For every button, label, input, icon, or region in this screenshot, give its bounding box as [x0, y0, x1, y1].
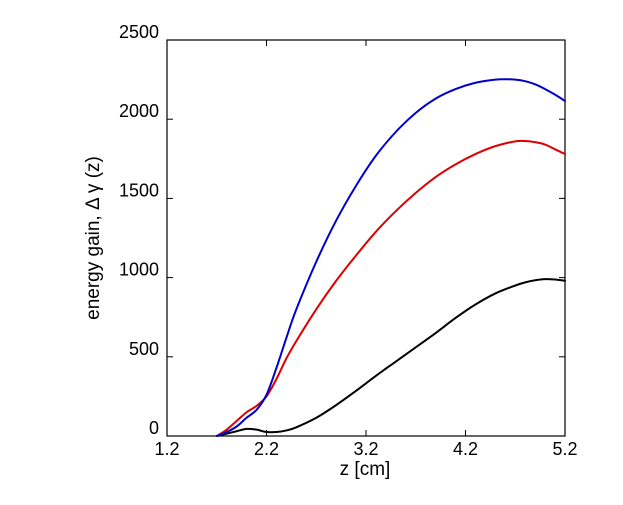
- series-line-1: [215, 278, 566, 437]
- series-line-2: [215, 139, 566, 437]
- y-tick-label: 0: [149, 418, 159, 438]
- x-tick-label: 4.2: [453, 439, 478, 459]
- x-tick-label: 3.2: [353, 439, 378, 459]
- x-axis-label: z [cm]: [340, 459, 391, 480]
- y-tick-label: 1000: [119, 260, 159, 280]
- y-tick-label: 2000: [119, 101, 159, 121]
- y-tick-label: 500: [129, 339, 159, 359]
- plot-frame: [166, 39, 566, 437]
- labels-group: z [cm] energy gain, Δ γ (z): [83, 156, 390, 480]
- ticks-group: 1.2 2.2 3.2 4.2 5.2 0 500 1000 1500 2000 2500: [119, 22, 578, 459]
- y-tick-label: 1500: [119, 180, 159, 200]
- x-tick-label: 2.2: [254, 439, 279, 459]
- x-tick-label: 5.2: [552, 439, 577, 459]
- series-group: [215, 78, 566, 437]
- x-tick-label: 1.2: [154, 439, 179, 459]
- y-tick-label: 2500: [119, 22, 159, 42]
- series-line-3: [215, 78, 566, 437]
- plot-frame-group: [166, 39, 566, 437]
- y-axis-label: energy gain, Δ γ (z): [83, 156, 104, 320]
